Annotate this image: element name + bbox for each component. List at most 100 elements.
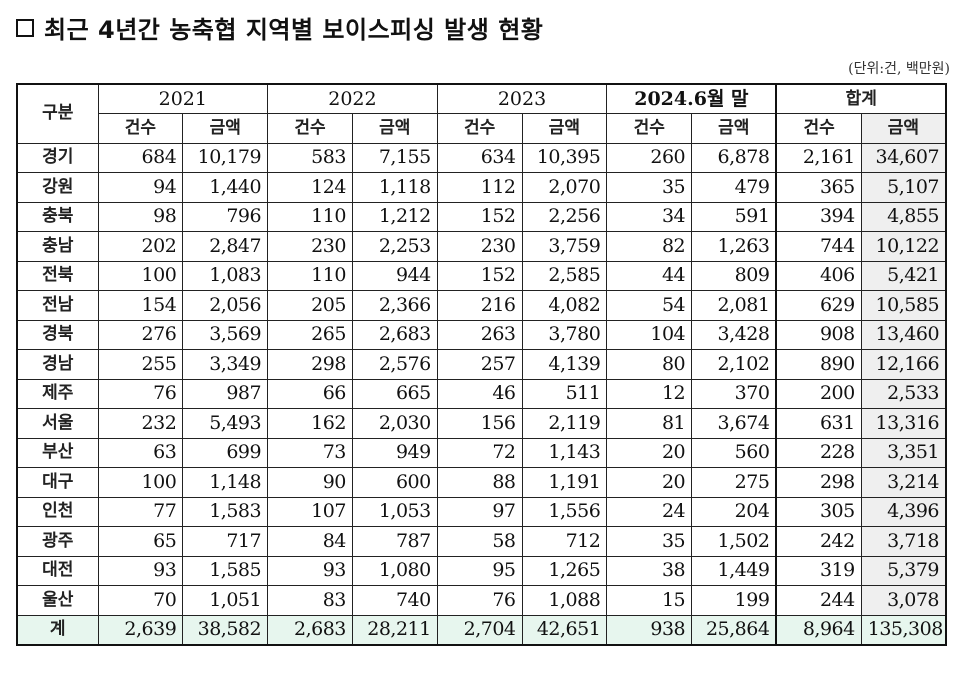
amount-cell: 1,053 [351,496,438,527]
amount-cell: 1,143 [521,437,608,468]
count-cell: 232 [97,408,184,439]
amount-cell: 1,080 [351,555,438,586]
amount-cell: 4,855 [860,201,947,232]
header-amount: 금액 [182,113,269,144]
count-cell: 107 [267,496,353,527]
count-cell: 54 [606,290,693,321]
count-cell: 58 [436,526,523,557]
amount-cell: 5,379 [860,555,947,586]
header-amount: 금액 [691,113,777,144]
table-row: 대전 93 1,585 93 1,080 95 1,265 38 1,449 319 5,379 [16,555,947,586]
header-group-2024-june: 2024.6월 말 [606,83,777,114]
amount-cell: 511 [521,378,608,409]
count-cell: 200 [775,378,862,409]
amount-cell: 1,585 [182,555,269,586]
amount-cell: 740 [351,585,438,616]
amount-cell: 809 [691,260,777,291]
count-cell: 2,704 [436,614,523,645]
count-cell: 77 [97,496,184,527]
table-row: 경기 684 10,179 583 7,155 634 10,395 260 6,878 2,16… [16,142,947,173]
table-row: 강원 94 1,440 124 1,118 112 2,070 35 479 365 5,107 [16,172,947,203]
count-cell: 124 [267,172,353,203]
count-cell: 216 [436,290,523,321]
count-cell: 305 [775,496,862,527]
amount-cell: 2,585 [521,260,608,291]
count-cell: 24 [606,496,693,527]
amount-cell: 1,118 [351,172,438,203]
count-cell: 35 [606,526,693,557]
count-cell: 94 [97,172,184,203]
count-cell: 154 [97,290,184,321]
amount-cell: 1,265 [521,555,608,586]
region-name: 충남 [16,231,99,262]
table-row: 서울 232 5,493 162 2,030 156 2,119 81 3,674 631 13,3… [16,408,947,439]
table-row: 전남 154 2,056 205 2,366 216 4,082 54 2,081 629 10,5… [16,290,947,321]
count-cell: 20 [606,467,693,498]
count-cell: 406 [775,260,862,291]
count-cell: 908 [775,319,862,350]
count-cell: 260 [606,142,693,173]
amount-cell: 42,651 [521,614,608,645]
amount-cell: 12,166 [860,349,947,380]
amount-cell: 1,583 [182,496,269,527]
count-cell: 104 [606,319,693,350]
amount-cell: 2,576 [351,349,438,380]
amount-cell: 10,179 [182,142,269,173]
amount-cell: 1,212 [351,201,438,232]
count-cell: 81 [606,408,693,439]
table-row: 전북 100 1,083 110 944 152 2,585 44 809 406 5,421 [16,260,947,291]
amount-cell: 28,211 [351,614,438,645]
amount-cell: 3,078 [860,585,947,616]
count-cell: 152 [436,260,523,291]
table-row: 울산 70 1,051 83 740 76 1,088 15 199 244 3,078 [16,585,947,616]
region-name: 인천 [16,496,99,527]
amount-cell: 712 [521,526,608,557]
header-row-groups: 구분 2021 2022 2023 2024.6월 말 합계 [16,83,947,144]
amount-cell: 949 [351,437,438,468]
amount-cell: 5,107 [860,172,947,203]
count-cell: 63 [97,437,184,468]
amount-cell: 5,421 [860,260,947,291]
count-cell: 88 [436,467,523,498]
amount-cell: 1,263 [691,231,777,262]
amount-cell: 38,582 [182,614,269,645]
amount-cell: 5,493 [182,408,269,439]
amount-cell: 3,428 [691,319,777,350]
amount-cell: 3,718 [860,526,947,557]
count-cell: 97 [436,496,523,527]
table-row: 경남 255 3,349 298 2,576 257 4,139 80 2,102 890 12,1… [16,349,947,380]
count-cell: 76 [436,585,523,616]
amount-cell: 1,191 [521,467,608,498]
amount-cell: 2,847 [182,231,269,262]
count-cell: 583 [267,142,353,173]
count-cell: 38 [606,555,693,586]
amount-cell: 600 [351,467,438,498]
amount-cell: 944 [351,260,438,291]
count-cell: 2,161 [775,142,862,173]
amount-cell: 275 [691,467,777,498]
count-cell: 265 [267,319,353,350]
region-name: 전남 [16,290,99,321]
amount-cell: 479 [691,172,777,203]
count-cell: 228 [775,437,862,468]
count-cell: 298 [775,467,862,498]
amount-cell: 4,082 [521,290,608,321]
header-group-total: 합계 [775,83,947,114]
count-cell: 66 [267,378,353,409]
region-name: 충북 [16,201,99,232]
count-cell: 634 [436,142,523,173]
amount-cell: 1,440 [182,172,269,203]
amount-cell: 199 [691,585,777,616]
header-group-2022: 2022 [267,83,438,114]
amount-cell: 2,102 [691,349,777,380]
header-amount: 금액 [521,113,608,144]
region-name: 제주 [16,378,99,409]
amount-cell: 1,051 [182,585,269,616]
count-cell: 8,964 [775,614,862,645]
count-cell: 84 [267,526,353,557]
count-cell: 98 [97,201,184,232]
count-cell: 20 [606,437,693,468]
document-title: 최근 4년간 농축협 지역별 보이스피싱 발생 현황 [16,10,543,45]
header-region: 구분 [16,83,99,144]
count-cell: 152 [436,201,523,232]
